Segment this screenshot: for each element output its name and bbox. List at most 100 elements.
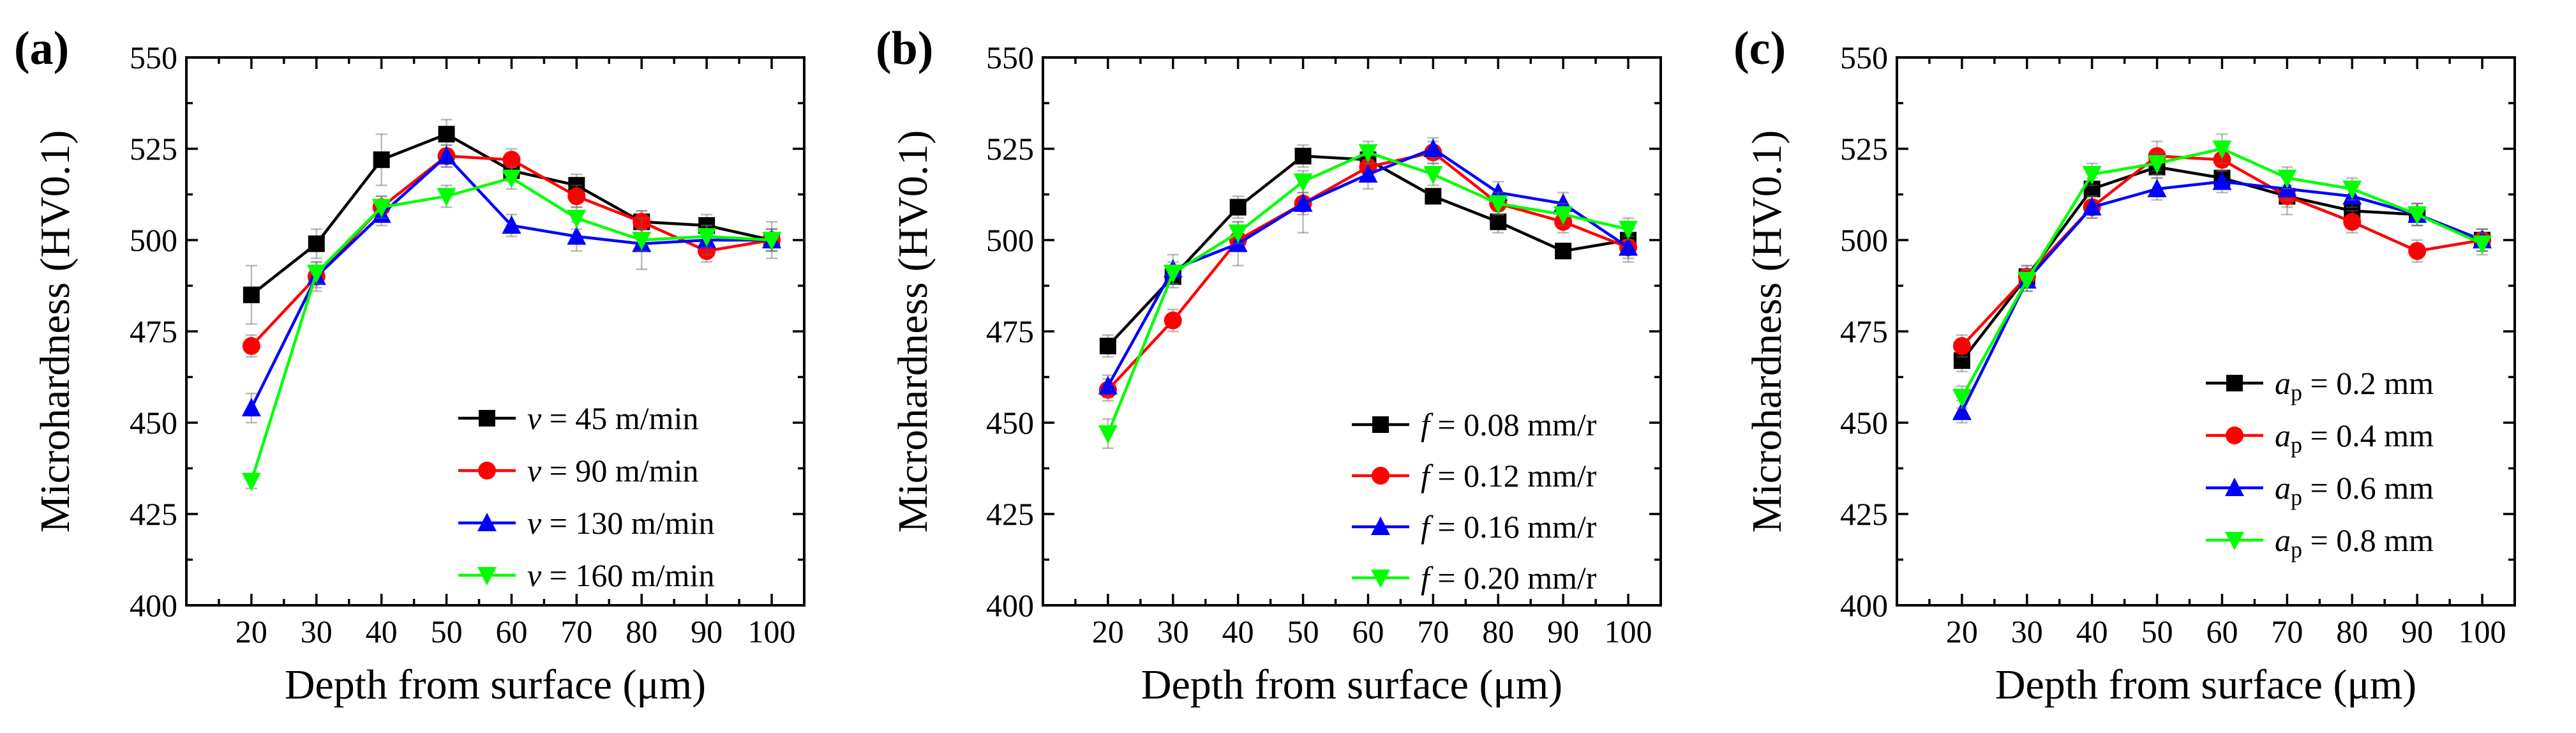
legend-marker (479, 410, 495, 427)
y-tick-label: 450 (986, 405, 1034, 441)
legend-marker (478, 462, 496, 480)
y-tick-label: 425 (986, 496, 1034, 532)
data-point (2343, 213, 2362, 231)
x-tick-label: 60 (495, 614, 527, 649)
legend-value: = 0.2 mm (2302, 365, 2434, 401)
x-tick-label: 70 (560, 614, 592, 649)
y-tick-label: 550 (986, 40, 1034, 75)
legend-marker (2225, 478, 2244, 496)
x-tick-label: 80 (2336, 614, 2368, 649)
panel-letter: (b) (876, 22, 933, 75)
legend-entry: v = 45 m/min (527, 400, 698, 436)
data-point (1164, 311, 1182, 329)
data-point (2017, 271, 2037, 291)
x-tick-label: 100 (1605, 614, 1652, 649)
legend-marker (477, 567, 497, 586)
y-tick-label: 475 (130, 314, 177, 349)
x-tick-label: 30 (2011, 614, 2043, 649)
data-point (1099, 337, 1116, 354)
data-point (1163, 264, 1183, 283)
legend-entry: f = 0.12 mm/r (1421, 458, 1597, 494)
series-line (250, 154, 772, 409)
legend-value: = 0.6 mm (2302, 470, 2434, 506)
y-tick-label: 475 (986, 314, 1034, 349)
legend-marker (477, 513, 497, 531)
legend-entry: f = 0.20 mm/r (1421, 560, 1597, 596)
x-tick-label: 70 (1417, 614, 1449, 649)
data-point (1423, 166, 1443, 185)
x-tick-label: 20 (1092, 614, 1124, 649)
x-tick-label: 80 (1482, 614, 1514, 649)
plot-frame (1042, 56, 1662, 607)
data-point (373, 151, 390, 169)
data-point (502, 215, 521, 234)
x-tick-label: 90 (2401, 614, 2433, 649)
legend-value: = 130 m/min (541, 505, 714, 541)
legend-marker (1372, 416, 1389, 433)
legend-subscript: p (2291, 485, 2302, 510)
data-point (371, 199, 391, 218)
y-tick-label: 425 (130, 496, 177, 532)
legend-marker (2226, 375, 2243, 391)
data-point (2213, 151, 2231, 169)
data-point (241, 398, 261, 417)
legend-marker (1371, 570, 1390, 588)
data-point (2147, 155, 2167, 174)
data-point (1358, 144, 1378, 163)
x-tick-label: 20 (1946, 614, 1978, 649)
legend-value: = 90 m/min (541, 453, 698, 488)
data-point (1293, 193, 1313, 212)
data-point (2212, 171, 2232, 190)
y-tick-label: 450 (1840, 405, 1888, 441)
legend-subscript: p (2291, 380, 2302, 405)
legend-value: = 0.16 mm/r (1430, 509, 1597, 545)
data-point (1423, 139, 1443, 157)
y-tick-label: 400 (1840, 587, 1888, 623)
x-tick-label: 20 (236, 614, 267, 649)
y-tick-label: 525 (1840, 131, 1888, 167)
x-tick-label: 40 (366, 614, 398, 649)
series-4 (241, 166, 782, 492)
x-tick-label: 30 (1157, 614, 1189, 649)
data-point (2082, 166, 2102, 185)
data-point (308, 235, 325, 252)
y-axis-title: Microhardness (HV0.1) (32, 130, 79, 533)
data-point (242, 336, 260, 355)
legend-entry: f = 0.08 mm/r (1421, 407, 1597, 442)
y-tick-label: 450 (130, 405, 177, 441)
data-point (2408, 242, 2427, 261)
x-tick-label: 40 (2076, 614, 2108, 649)
y-tick-label: 400 (130, 587, 177, 623)
legend-value: = 45 m/min (541, 400, 698, 436)
data-point (1554, 206, 1573, 225)
legend-entry: v = 130 m/min (527, 505, 714, 541)
x-axis-title: Depth from surface (μm) (1141, 661, 1562, 708)
legend-entry: f = 0.16 mm/r (1421, 509, 1597, 545)
x-tick-label: 50 (1287, 614, 1319, 649)
plot-frame (185, 56, 805, 607)
legend-entry: ap = 0.2 mm (2275, 365, 2434, 405)
plot-frame (1896, 56, 2516, 607)
y-tick-label: 525 (130, 131, 177, 167)
y-tick-label: 550 (1840, 40, 1888, 75)
data-point (241, 472, 261, 492)
series-4 (1098, 140, 1638, 450)
legend-entry: v = 90 m/min (527, 453, 698, 488)
legend-subscript: p (2291, 537, 2302, 563)
data-point (243, 286, 260, 303)
data-point (1229, 199, 1247, 216)
data-point (2147, 178, 2167, 197)
y-tick-label: 475 (1840, 314, 1888, 349)
y-tick-label: 500 (1840, 222, 1888, 258)
data-point (1952, 388, 1972, 407)
chart-panel-2: (b) 400 425 450 475 500 525 550 20 30 40 50 60 70 80 90… (876, 22, 1662, 708)
legend-entry: ap = 0.6 mm (2275, 470, 2434, 510)
legend-value: = 0.08 mm/r (1430, 407, 1597, 442)
legend-marker (2226, 427, 2243, 444)
y-tick-label: 550 (130, 40, 177, 75)
legend-variable: v (527, 557, 542, 593)
data-point (437, 146, 456, 165)
legend-variable: v (527, 453, 542, 488)
